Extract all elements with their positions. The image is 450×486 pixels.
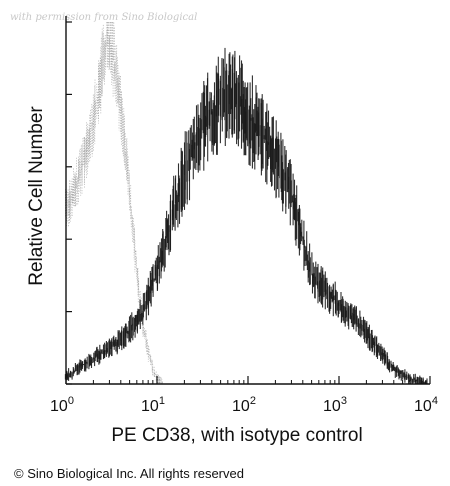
x-tick-label: 101 [141, 395, 165, 415]
x-tick-label: 100 [50, 395, 74, 415]
x-axis-title: PE CD38, with isotype control [111, 425, 362, 446]
axes-layer: 100 101 102 103 104 [50, 16, 438, 415]
x-tick-label: 103 [323, 395, 347, 415]
x-tick-label: 102 [232, 395, 256, 415]
watermark-text: with permission from Sino Biological [10, 12, 197, 23]
series-isotype-control [65, 22, 163, 384]
y-axis-title: Relative Cell Number [26, 106, 47, 286]
copyright-notice: © Sino Biological Inc. All rights reserv… [14, 466, 244, 481]
series-pe-cd38 [64, 47, 428, 384]
x-tick-label: 104 [414, 395, 438, 415]
series-layer [64, 22, 428, 384]
